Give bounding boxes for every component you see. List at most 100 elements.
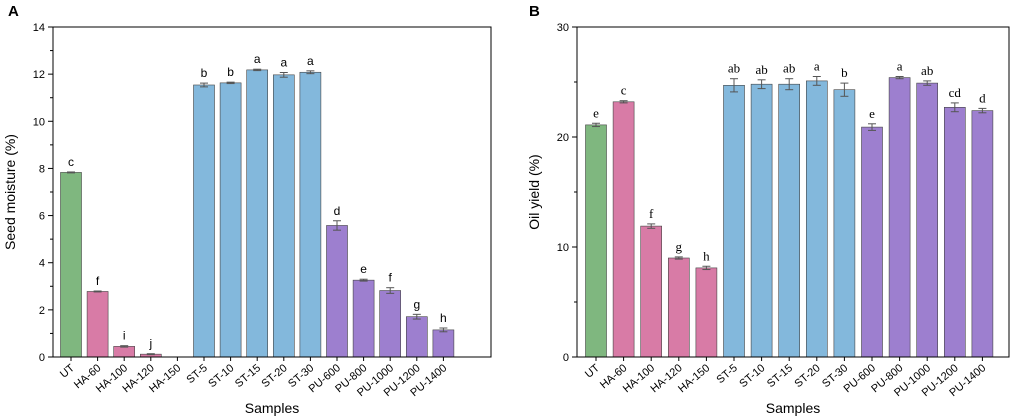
bar-st-10 [219, 82, 242, 358]
panel-a-significance-labels: c f i j b b a a a d e f g h [68, 52, 447, 351]
bar-ha-120 [667, 257, 690, 358]
bar-st-30 [299, 71, 322, 358]
significance-label: ab [783, 61, 795, 76]
bar-ut [60, 172, 82, 358]
y-tick-label: 10 [557, 242, 569, 254]
y-tick-label: 30 [557, 22, 569, 34]
significance-label: a [814, 59, 820, 74]
significance-label: b [227, 65, 234, 79]
significance-label: b [201, 66, 208, 80]
significance-label: b [841, 65, 848, 80]
significance-label: a [254, 52, 261, 66]
panel-a-error-bars [67, 68, 448, 356]
significance-label: i [123, 329, 126, 343]
y-tick-label: 20 [557, 132, 569, 144]
panel-b-plot-frame [576, 26, 1010, 358]
bar-pu-1200 [405, 316, 428, 358]
panel-b-x-axis-title: Samples [766, 400, 820, 416]
bar-pu-800 [888, 77, 911, 358]
bar-pu-800 [352, 279, 375, 358]
panel-a-letter: A [8, 3, 19, 20]
x-tick-label-ha-150: HA-150 [676, 362, 712, 395]
x-tick-label-st-10: ST-10 [206, 362, 236, 390]
significance-label: e [593, 105, 599, 120]
bar-st-5 [193, 84, 215, 358]
panel-a-x-axis-title: Samples [245, 400, 299, 416]
y-tick-label: 0 [563, 352, 569, 364]
significance-label: ab [921, 63, 933, 78]
panel-b-y-axis-title: Oil yield (%) [526, 154, 542, 229]
significance-label: e [360, 262, 367, 276]
panel-a-y-axis-title: Seed moisture (%) [2, 134, 18, 250]
x-tick-label-st-20: ST-20 [793, 362, 823, 390]
significance-label: f [389, 271, 393, 285]
y-tick-label: 14 [33, 22, 45, 34]
bar-pu-1400 [432, 329, 455, 358]
x-tick-label-st-5: ST-5 [714, 362, 740, 386]
bar-pu-1000 [916, 82, 939, 358]
y-tick-label: 10 [33, 116, 45, 128]
panel-b-letter: B [529, 3, 540, 20]
significance-label: c [621, 83, 627, 98]
significance-label: a [307, 54, 314, 68]
panel-a-y-ticks: 0 2 4 6 8 10 12 14 [33, 22, 53, 364]
significance-label: j [148, 337, 152, 351]
significance-label: h [440, 311, 447, 325]
significance-label: ab [755, 62, 767, 77]
significance-label: a [280, 55, 287, 69]
significance-label: a [897, 59, 903, 74]
bar-st-20 [805, 80, 828, 358]
x-tick-label-st-20: ST-20 [260, 362, 290, 390]
panel-a-seed-moisture-chart: A 0 2 4 6 8 10 12 14 c f i j b b a a a d e f g h UTHA-60HA-1… [2, 3, 492, 416]
significance-label: ab [728, 61, 740, 76]
significance-label: g [676, 239, 683, 254]
y-tick-label: 6 [39, 211, 45, 223]
y-tick-label: 4 [39, 258, 45, 270]
x-tick-label-st-10: ST-10 [737, 362, 767, 390]
bar-st-10 [750, 83, 773, 358]
bar-pu-600 [861, 126, 883, 358]
bar-pu-600 [326, 225, 348, 358]
bar-pu-1000 [379, 290, 402, 358]
significance-label: cd [949, 85, 962, 100]
bar-st-20 [272, 74, 295, 358]
panel-b-y-ticks: 0 10 20 30 [557, 22, 577, 364]
significance-label: f [96, 274, 100, 288]
y-tick-label: 12 [33, 69, 45, 81]
bar-pu-1400 [971, 110, 994, 358]
bar-st-15 [246, 69, 268, 358]
y-tick-label: 2 [39, 305, 45, 317]
bar-ut [585, 124, 607, 358]
bar-pu-1200 [943, 107, 966, 358]
panel-b-bars [585, 77, 994, 358]
significance-label: f [649, 206, 654, 221]
bar-st-5 [723, 85, 745, 358]
significance-label: e [869, 106, 875, 121]
x-tick-label-st-5: ST-5 [184, 362, 210, 386]
panel-b-error-bars [592, 76, 987, 271]
x-tick-label-ut: UT [583, 362, 602, 381]
panel-a-plot-frame [52, 26, 492, 358]
significance-label: h [703, 248, 710, 263]
bar-ha-100 [113, 346, 135, 358]
bar-ha-60 [612, 101, 635, 358]
y-tick-label: 0 [39, 352, 45, 364]
significance-label: d [979, 90, 986, 105]
significance-label: c [68, 155, 74, 169]
significance-label: g [413, 297, 420, 311]
bar-st-30 [833, 89, 856, 358]
bar-st-15 [778, 83, 801, 358]
x-tick-label-st-15: ST-15 [233, 362, 263, 390]
bar-ha-150 [695, 267, 718, 358]
bar-ha-100 [640, 225, 663, 358]
x-tick-label-st-15: ST-15 [765, 362, 795, 390]
significance-label: d [334, 204, 341, 218]
panel-a-bars [60, 69, 455, 358]
bar-ha-60 [86, 291, 109, 358]
y-tick-label: 8 [39, 163, 45, 175]
